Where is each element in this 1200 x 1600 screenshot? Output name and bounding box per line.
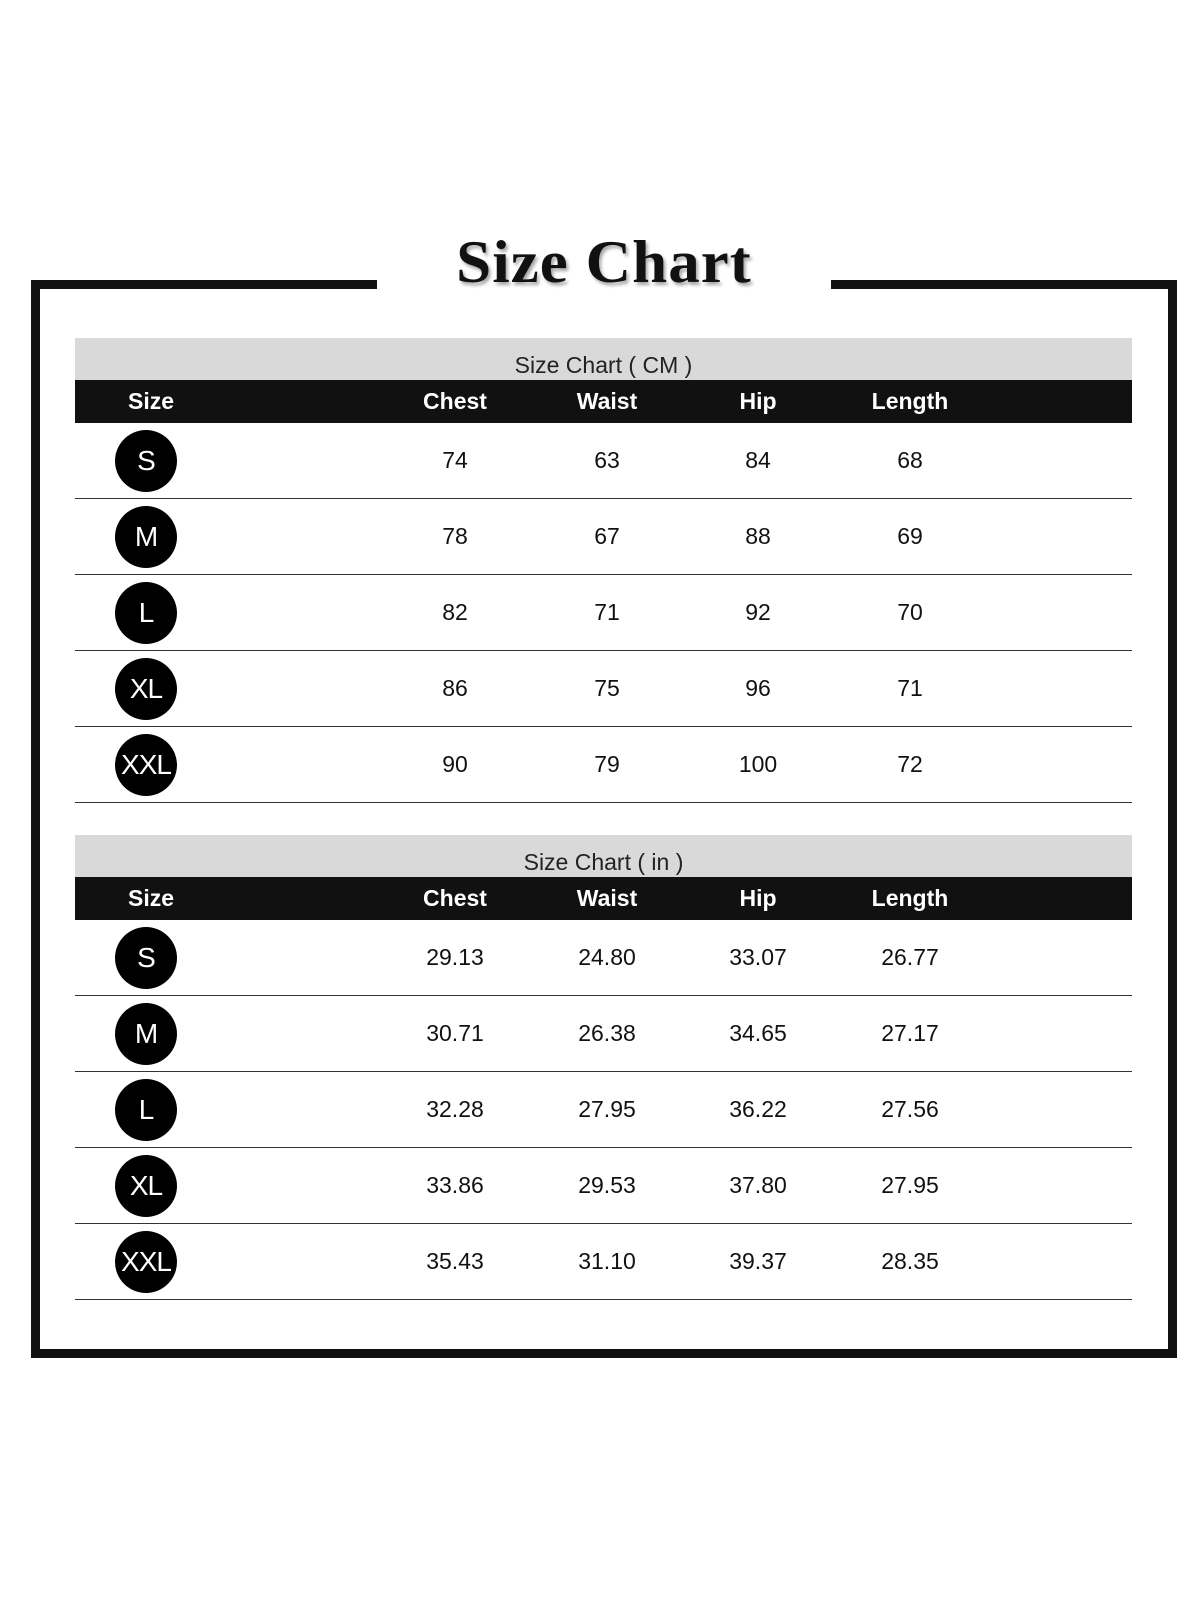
table-row: XXL 90 79 100 72 xyxy=(75,727,1132,803)
column-header: Hip xyxy=(739,885,777,911)
table-row: M 78 67 88 69 xyxy=(75,499,1132,575)
table-row: M 30.71 26.38 34.65 27.17 xyxy=(75,996,1132,1072)
size-table-in: Size Chart ( in ) Size Chest Waist Hip Length… xyxy=(75,835,1132,1300)
size-badge: L xyxy=(115,1079,177,1141)
table-cell: 30.71 xyxy=(426,1020,484,1046)
table-cell: 90 xyxy=(442,751,468,777)
column-header: Waist xyxy=(576,885,638,911)
size-badge: S xyxy=(115,927,177,989)
size-badge: M xyxy=(115,506,177,568)
table-cell: 96 xyxy=(745,675,771,701)
table-row: L 32.28 27.95 36.22 27.56 xyxy=(75,1072,1132,1148)
table-cell: 79 xyxy=(594,751,620,777)
table-row: L 82 71 92 70 xyxy=(75,575,1132,651)
table-cell: 27.56 xyxy=(881,1096,939,1122)
table-cell: 27.95 xyxy=(881,1172,939,1198)
table-cell: 33.07 xyxy=(729,944,787,970)
column-header: Length xyxy=(871,885,949,911)
table-cell: 36.22 xyxy=(729,1096,787,1122)
table-cell: 100 xyxy=(738,751,778,777)
table-cell: 32.28 xyxy=(426,1096,484,1122)
table-cell: 26.77 xyxy=(881,944,939,970)
table-caption: Size Chart ( in ) xyxy=(75,835,1132,877)
table-cell: 33.86 xyxy=(426,1172,484,1198)
table-row: XL 86 75 96 71 xyxy=(75,651,1132,727)
table-cell: 26.38 xyxy=(578,1020,636,1046)
size-badge: S xyxy=(115,430,177,492)
size-badge: L xyxy=(115,582,177,644)
table-cell: 27.17 xyxy=(881,1020,939,1046)
column-header: Hip xyxy=(739,388,777,414)
table-cell: 84 xyxy=(745,447,771,473)
table-row: XXL 35.43 31.10 39.37 28.35 xyxy=(75,1224,1132,1300)
column-header: Waist xyxy=(576,388,638,414)
table-cell: 34.65 xyxy=(729,1020,787,1046)
table-cell: 68 xyxy=(897,447,923,473)
table-row: S 29.13 24.80 33.07 26.77 xyxy=(75,920,1132,996)
table-caption: Size Chart ( CM ) xyxy=(75,338,1132,380)
title-gap xyxy=(377,270,831,300)
table-cell: 24.80 xyxy=(578,944,636,970)
table-cell: 69 xyxy=(897,523,923,549)
table-cell: 37.80 xyxy=(729,1172,787,1198)
column-header: Size xyxy=(127,388,175,414)
size-badge: M xyxy=(115,1003,177,1065)
table-cell: 82 xyxy=(442,599,468,625)
size-badge: XXL xyxy=(115,1231,177,1293)
table-cell: 86 xyxy=(442,675,468,701)
table-cell: 70 xyxy=(897,599,923,625)
table-cell: 31.10 xyxy=(578,1248,636,1274)
table-cell: 27.95 xyxy=(578,1096,636,1122)
size-badge: XXL xyxy=(115,734,177,796)
table-cell: 74 xyxy=(442,447,468,473)
column-header: Length xyxy=(871,388,949,414)
table-cell: 39.37 xyxy=(729,1248,787,1274)
table-header: Size Chest Waist Hip Length xyxy=(75,380,1132,423)
table-header: Size Chest Waist Hip Length xyxy=(75,877,1132,920)
table-cell: 78 xyxy=(442,523,468,549)
table-cell: 75 xyxy=(594,675,620,701)
table-cell: 29.13 xyxy=(426,944,484,970)
table-row: S 74 63 84 68 xyxy=(75,423,1132,499)
table-cell: 28.35 xyxy=(881,1248,939,1274)
table-cell: 72 xyxy=(897,751,923,777)
size-badge: XL xyxy=(115,658,177,720)
size-table-cm: Size Chart ( CM ) Size Chest Waist Hip Length… xyxy=(75,338,1132,803)
table-cell: 63 xyxy=(594,447,620,473)
column-header: Chest xyxy=(423,885,487,911)
page-title: Size Chart xyxy=(456,229,752,295)
table-cell: 88 xyxy=(745,523,771,549)
table-cell: 35.43 xyxy=(426,1248,484,1274)
column-header: Chest xyxy=(423,388,487,414)
table-cell: 92 xyxy=(745,599,771,625)
size-badge: XL xyxy=(115,1155,177,1217)
table-cell: 67 xyxy=(594,523,620,549)
table-cell: 71 xyxy=(594,599,620,625)
table-cell: 71 xyxy=(897,675,923,701)
column-header: Size xyxy=(127,885,175,911)
table-row: XL 33.86 29.53 37.80 27.95 xyxy=(75,1148,1132,1224)
table-cell: 29.53 xyxy=(578,1172,636,1198)
